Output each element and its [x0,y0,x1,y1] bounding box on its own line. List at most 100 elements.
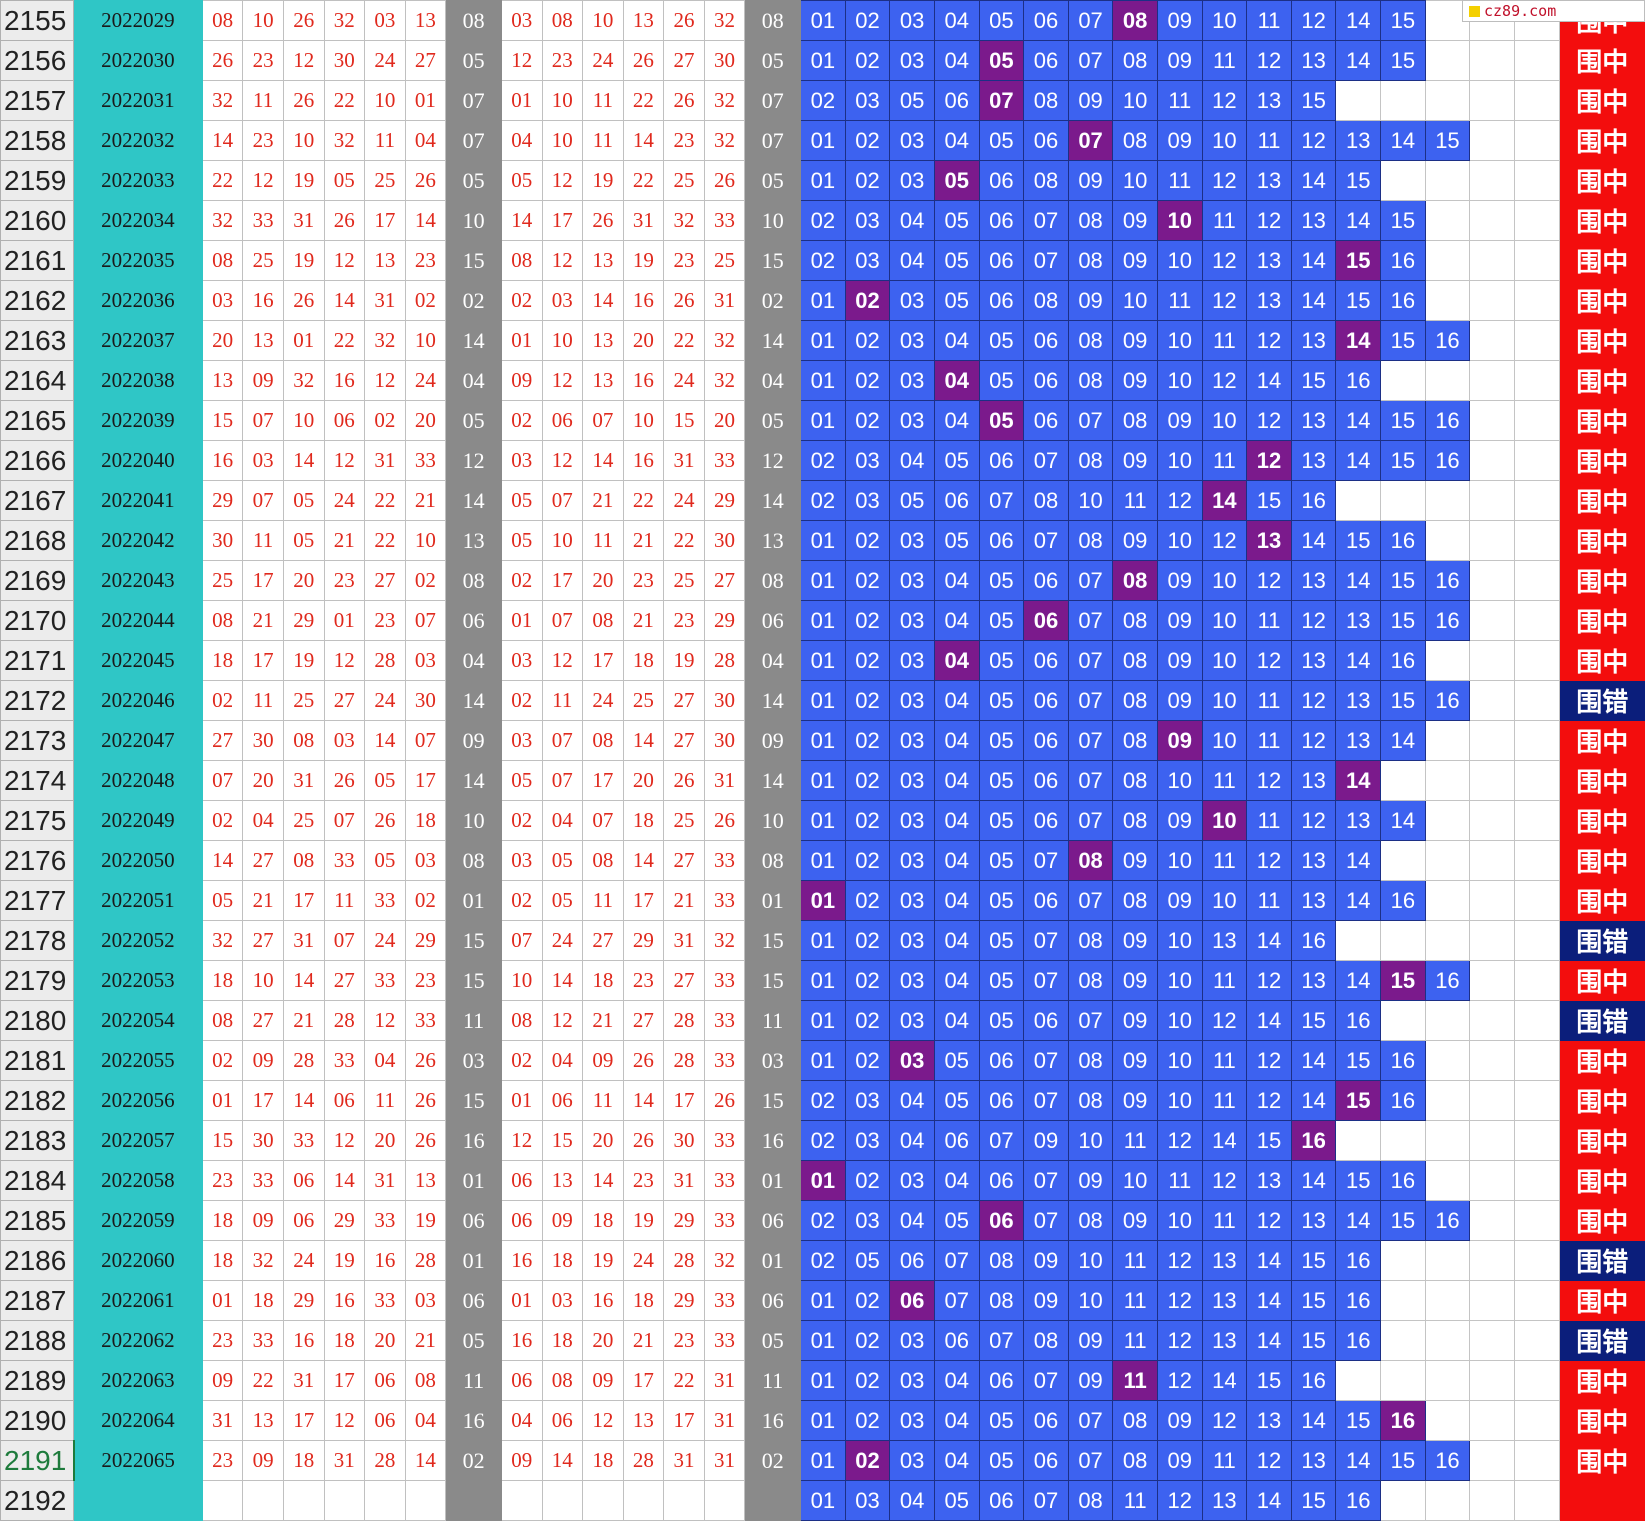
key-number-cell[interactable]: 10 [445,800,502,841]
empty-cell[interactable] [1513,840,1561,881]
draw-number-cell[interactable]: 07 [242,480,284,521]
empty-cell[interactable] [1469,800,1515,841]
sorted-number-cell[interactable]: 06 [500,1200,543,1241]
grid-number-cell[interactable]: 11 [1201,1200,1248,1241]
grid-number-cell[interactable]: 14 [1380,120,1426,161]
sorted-number-cell[interactable]: 32 [703,0,746,41]
draw-number-cell[interactable]: 24 [404,360,447,401]
grid-number-cell[interactable]: 15 [1290,1280,1337,1321]
draw-number-cell[interactable]: 14 [404,200,447,241]
grid-number-cell[interactable]: 06 [1023,680,1069,721]
grid-number-cell[interactable]: 01 [800,1000,846,1041]
empty-cell[interactable] [1469,480,1515,521]
empty-cell[interactable] [1469,1280,1515,1321]
period-cell[interactable]: 2022033 [73,160,203,201]
grid-number-cell[interactable]: 09 [1023,1120,1069,1161]
grid-number-cell[interactable]: 13 [1201,1240,1248,1281]
empty-cell[interactable] [1513,200,1561,241]
sorted-number-cell[interactable]: 32 [663,200,705,241]
draw-number-cell[interactable]: 07 [404,600,447,641]
empty-grid-cell[interactable] [1424,160,1471,201]
draw-number-cell[interactable]: 17 [242,640,284,681]
empty-grid-cell[interactable] [1424,840,1471,881]
sorted-number-cell[interactable]: 30 [663,1120,705,1161]
sorted-number-cell[interactable]: 03 [500,720,543,761]
sorted-number-cell[interactable]: 33 [703,440,746,481]
draw-number-cell[interactable]: 10 [242,0,284,41]
draw-number-cell[interactable]: 28 [404,1240,447,1281]
draw-number-cell[interactable]: 10 [282,400,325,441]
grid-number-cell[interactable]: 14 [1246,360,1292,401]
grid-number-cell[interactable]: 08 [1067,320,1114,361]
key-number-cell-2[interactable]: 05 [744,400,802,441]
row-number-header[interactable]: 2180 [0,1000,75,1041]
key-number-cell-2[interactable]: 10 [744,800,802,841]
draw-number-cell[interactable]: 13 [242,1400,284,1441]
draw-number-cell[interactable]: 26 [323,760,366,801]
grid-number-cell[interactable]: 06 [1023,880,1069,921]
grid-number-cell[interactable]: 11 [1201,1440,1248,1481]
sorted-number-cell[interactable]: 02 [500,880,543,921]
grid-number-cell[interactable]: 11 [1156,280,1203,321]
grid-number-cell[interactable]: 08 [1112,680,1158,721]
row-number-header[interactable]: 2187 [0,1280,75,1321]
sorted-number-cell[interactable]: 16 [622,440,665,481]
highlighted-grid-cell[interactable]: 04 [933,360,980,401]
highlighted-grid-cell[interactable]: 06 [1023,600,1069,641]
sorted-number-cell[interactable]: 20 [622,320,665,361]
grid-number-cell[interactable]: 02 [844,600,891,641]
result-badge[interactable]: 围中 [1559,760,1645,801]
draw-number-cell[interactable]: 01 [201,1080,244,1121]
result-badge[interactable]: 围中 [1559,80,1645,121]
grid-number-cell[interactable]: 14 [1246,920,1292,961]
draw-number-cell[interactable]: 12 [323,1120,366,1161]
sorted-number-cell[interactable]: 09 [500,360,543,401]
empty-cell[interactable] [1469,600,1515,641]
sorted-number-cell[interactable]: 26 [663,0,705,41]
grid-number-cell[interactable]: 14 [1290,1040,1337,1081]
sorted-number-cell[interactable]: 33 [703,1120,746,1161]
draw-number-cell[interactable]: 04 [404,120,447,161]
draw-number-cell[interactable]: 05 [282,480,325,521]
draw-number-cell[interactable]: 14 [323,280,366,321]
sorted-number-cell[interactable]: 11 [582,120,624,161]
draw-number-cell[interactable] [323,1480,366,1521]
draw-number-cell[interactable]: 28 [323,1000,366,1041]
sorted-number-cell[interactable]: 02 [500,800,543,841]
key-number-cell-2[interactable]: 14 [744,680,802,721]
sorted-number-cell[interactable]: 08 [541,1360,584,1401]
grid-number-cell[interactable]: 14 [1290,240,1337,281]
empty-cell[interactable] [1513,160,1561,201]
key-number-cell[interactable]: 09 [445,720,502,761]
grid-number-cell[interactable]: 12 [1246,640,1292,681]
grid-number-cell[interactable]: 14 [1380,720,1426,761]
draw-number-cell[interactable]: 32 [282,360,325,401]
draw-number-cell[interactable]: 22 [323,320,366,361]
highlighted-grid-cell[interactable]: 06 [889,1280,935,1321]
grid-number-cell[interactable]: 13 [1201,1320,1248,1361]
sorted-number-cell[interactable]: 26 [663,760,705,801]
draw-number-cell[interactable]: 17 [282,880,325,921]
key-number-cell-2[interactable]: 07 [744,120,802,161]
empty-cell[interactable] [1469,720,1515,761]
grid-number-cell[interactable]: 16 [1380,240,1426,281]
sorted-number-cell[interactable]: 19 [582,160,624,201]
key-number-cell[interactable]: 04 [445,360,502,401]
period-cell[interactable]: 2022038 [73,360,203,401]
empty-grid-cell[interactable] [1424,1280,1471,1321]
grid-number-cell[interactable]: 11 [1246,720,1292,761]
sorted-number-cell[interactable]: 21 [582,1000,624,1041]
period-cell[interactable]: 2022064 [73,1400,203,1441]
row-number-header[interactable]: 2167 [0,480,75,521]
period-cell[interactable]: 2022049 [73,800,203,841]
draw-number-cell[interactable]: 20 [404,400,447,441]
sorted-number-cell[interactable]: 22 [622,160,665,201]
grid-number-cell[interactable]: 15 [1380,200,1426,241]
result-badge[interactable]: 围中 [1559,480,1645,521]
empty-cell[interactable] [1513,600,1561,641]
sorted-number-cell[interactable]: 10 [541,120,584,161]
draw-number-cell[interactable] [282,1480,325,1521]
highlighted-grid-cell[interactable]: 08 [1112,0,1158,41]
draw-number-cell[interactable]: 27 [242,840,284,881]
draw-number-cell[interactable]: 01 [404,80,447,121]
